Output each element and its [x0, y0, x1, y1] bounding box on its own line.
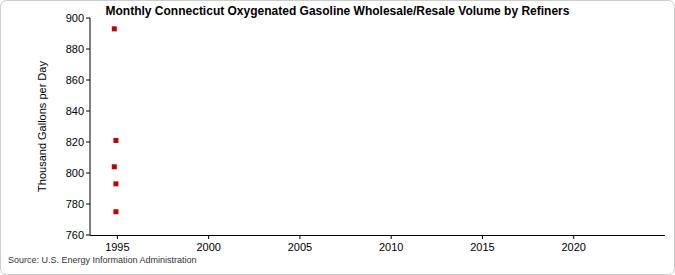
title: Monthly Connecticut Oxygenated Gasoline … [106, 4, 570, 18]
y-tick-label: 800 [66, 167, 84, 179]
x-tick [117, 235, 118, 239]
y-tick [86, 173, 90, 174]
x-tick [299, 235, 300, 239]
y-tick [86, 49, 90, 50]
y-tick [86, 111, 90, 112]
y-axis-label: Thousand Gallons per Day [36, 61, 48, 192]
x-tick [391, 235, 392, 239]
x-tick [573, 235, 574, 239]
frame [1, 1, 675, 275]
x-tick [482, 235, 483, 239]
y-tick-label: 760 [66, 229, 84, 241]
y-tick-label: 900 [66, 12, 84, 24]
y-tick-label: 860 [66, 74, 84, 86]
x-tick [208, 235, 209, 239]
marks [112, 26, 119, 214]
x-tick-label: 2015 [470, 241, 494, 253]
y-tick [86, 235, 90, 236]
y-tick-label: 880 [66, 43, 84, 55]
x-tick-label: 2000 [196, 241, 220, 253]
point [113, 209, 118, 214]
chart: Monthly Connecticut Oxygenated Gasoline … [0, 0, 675, 275]
x-tick-label: 1995 [105, 241, 129, 253]
y-tick-label: 820 [66, 136, 84, 148]
point [113, 138, 118, 143]
x-tick-label: 2010 [379, 241, 403, 253]
source: Source: U.S. Energy Information Administ… [8, 255, 197, 265]
y-tick [86, 204, 90, 205]
y-tick-label: 780 [66, 198, 84, 210]
y-tick [86, 18, 90, 19]
y-tick-label: 840 [66, 105, 84, 117]
point [113, 181, 118, 186]
y-tick [86, 80, 90, 81]
x-tick-label: 2005 [288, 241, 312, 253]
y-tick [86, 142, 90, 143]
point [112, 26, 117, 31]
point [112, 164, 117, 169]
x-tick-label: 2020 [561, 241, 585, 253]
x-axis [90, 235, 665, 236]
y-axis [90, 18, 91, 235]
